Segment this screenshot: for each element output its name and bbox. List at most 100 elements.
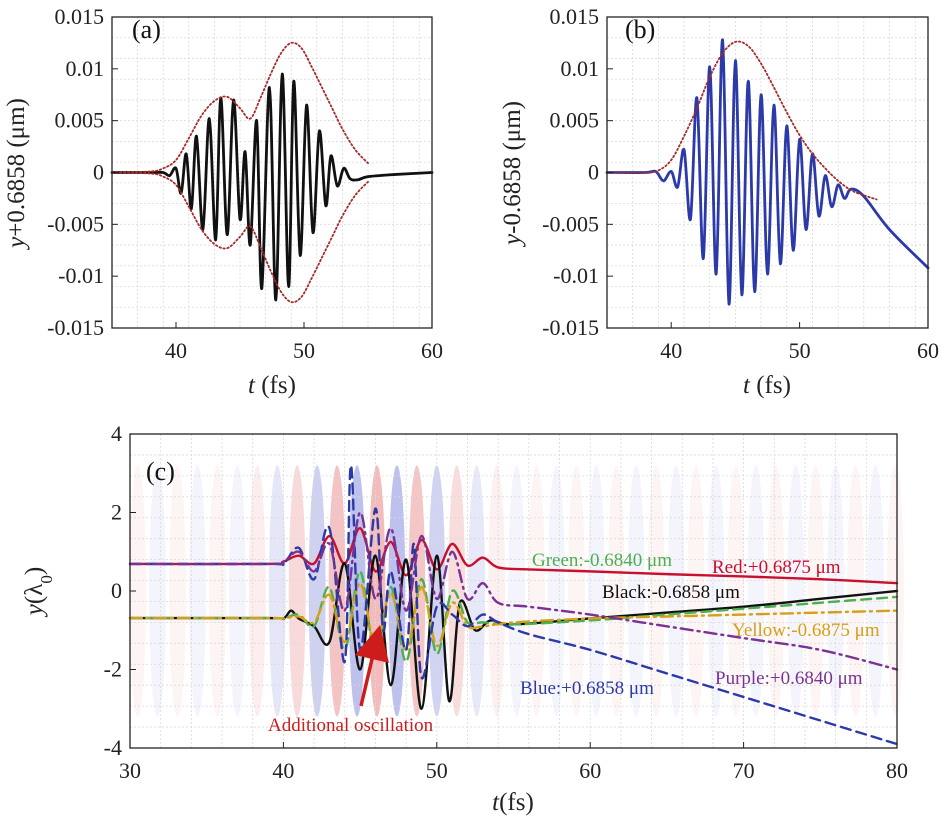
x-tick-label: 80	[886, 758, 908, 783]
y-axis-label-rest: -0.6858 (μm)	[499, 101, 526, 234]
y-axis-label-rest: +0.6858 (μm)	[3, 98, 30, 237]
x-tick-label: 40	[165, 338, 187, 363]
y-tick-label: -0.005	[47, 211, 104, 236]
field-stripe	[149, 465, 167, 717]
field-stripe	[209, 465, 226, 717]
x-axis-label-italic: t	[248, 372, 256, 399]
field-stripe	[707, 465, 725, 717]
series-line-1	[111, 41, 369, 174]
y-tick-label: 0.015	[550, 4, 600, 29]
x-axis-label-rest: (fs)	[750, 372, 791, 399]
field-stripe	[727, 465, 745, 717]
y-axis-label: y-0.6858 (μm)	[499, 101, 526, 248]
y-tick-label: 4	[111, 421, 122, 446]
field-stripe	[807, 465, 825, 717]
field-stripe	[667, 465, 685, 717]
y-tick-label: 0.01	[66, 56, 105, 81]
series-line-0	[605, 38, 930, 306]
y-axis-label-italic: y	[21, 603, 48, 618]
field-stripe	[787, 465, 805, 717]
grid	[606, 16, 928, 329]
series-line-0	[110, 72, 434, 302]
field-stripe	[248, 465, 266, 717]
field-stripe	[169, 465, 186, 717]
series-line-5	[128, 511, 899, 671]
field-stripe	[388, 465, 406, 717]
y-axis-label-rest: (λ0)	[21, 567, 56, 604]
y-tick-label: -0.01	[58, 263, 104, 288]
field-stripe	[767, 465, 785, 717]
x-tick-label: 60	[421, 338, 443, 363]
series-group	[110, 41, 434, 304]
field-stripe	[747, 465, 765, 717]
field-stripe	[448, 465, 466, 717]
field-stripe	[308, 465, 326, 717]
field-stripe	[627, 465, 645, 717]
panel-c: 30 40 50 60 70 80 -4 -2 0 2 4 (c) t(fs) y(λ0) Gree…	[21, 421, 908, 816]
y-tick-label: 0.005	[550, 108, 600, 133]
plot-frame	[606, 16, 929, 329]
y-tick-label: -0.01	[553, 263, 599, 288]
x-tick-label: 60	[579, 758, 601, 783]
plot-frame	[111, 16, 433, 329]
field-stripe	[228, 465, 246, 717]
series-line-3	[128, 581, 899, 652]
x-tick-label: 40	[660, 338, 682, 363]
x-tick-label: 60	[917, 338, 939, 363]
x-axis-label: t (fs)	[743, 372, 791, 399]
series-line-4	[128, 464, 899, 746]
x-tick-label: 70	[733, 758, 755, 783]
field-stripe	[189, 465, 206, 717]
y-axis-label: y+0.6858 (μm)	[3, 98, 30, 251]
field-stripe	[548, 465, 565, 717]
legend-blue: Blue:+0.6858 μm	[520, 678, 654, 699]
x-axis-label-rest: (fs)	[499, 789, 534, 816]
x-axis-label: t (fs)	[248, 372, 296, 399]
x-tick-label: 30	[119, 758, 141, 783]
y-tick-label: 0	[93, 160, 104, 185]
tick-labels: 30 40 50 60 70 80 -4 -2 0 2 4	[104, 421, 908, 783]
y-axis-label-italic: y	[3, 236, 30, 251]
tick-labels: 40 50 60 -0.015 -0.01 -0.005 0 0.005 0.01 0.015	[542, 4, 939, 363]
x-tick-label: 40	[272, 758, 294, 783]
x-axis-label-rest: (fs)	[255, 372, 296, 399]
x-axis-label: t(fs)	[492, 789, 534, 816]
field-stripe	[687, 465, 705, 717]
x-axis-label-italic: t	[743, 372, 751, 399]
legend-purple: Purple:+0.6840 μm	[715, 668, 863, 689]
y-tick-label: 0.01	[561, 56, 600, 81]
panel-label-b: (b)	[625, 15, 655, 44]
y-tick-label: -0.015	[47, 315, 104, 340]
tick-labels: 40 50 60 -0.015 -0.01 -0.005 0 0.005 0.01 0.015	[47, 4, 443, 363]
y-axis-label-italic: y	[499, 233, 526, 248]
series-line-2	[111, 171, 369, 304]
field-stripe	[368, 465, 386, 717]
field-stripe	[129, 465, 147, 717]
panel-a: 40 50 60 -0.015 -0.01 -0.005 0 0.005 0.01 0.015 (…	[3, 4, 443, 399]
series-line-1	[606, 40, 878, 201]
annotation-arrow	[354, 624, 390, 707]
panel-label-a: (a)	[132, 15, 161, 44]
field-stripe	[607, 465, 625, 717]
series-group	[128, 464, 899, 746]
series-group	[605, 38, 930, 306]
y-tick-label: 2	[111, 500, 122, 525]
y-tick-label: 0	[111, 578, 122, 603]
field-stripe	[647, 465, 665, 717]
field-stripe	[867, 465, 884, 717]
legend-red: Red:+0.6875 μm	[712, 557, 841, 578]
panel-b: 40 50 60 -0.015 -0.01 -0.005 0 0.005 0.01 0.015 (…	[499, 4, 939, 399]
field-stripe	[268, 465, 286, 717]
x-tick-label: 50	[789, 338, 811, 363]
legend-green: Green:-0.6840 μm	[532, 550, 672, 571]
grid	[129, 433, 898, 749]
field-stripe	[847, 465, 865, 717]
annotation-text: Additional oscillation	[268, 715, 434, 736]
field-stripe	[567, 465, 585, 717]
field-stripe	[508, 465, 526, 717]
y-tick-label: -2	[104, 657, 122, 682]
x-axis-label-italic: t	[492, 789, 500, 816]
field-stripe	[528, 465, 545, 717]
panel-label-c: (c)	[146, 457, 175, 486]
